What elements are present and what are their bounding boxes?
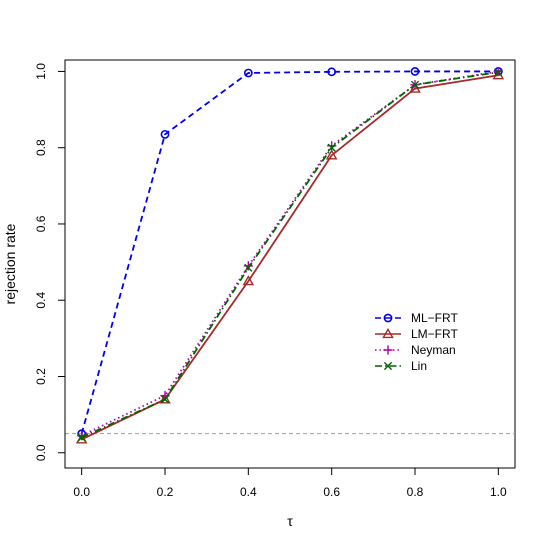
y-tick-label: 0.8 [34,139,48,156]
data-point [327,143,336,152]
series-line [80,70,499,434]
x-tick-label: 0.4 [240,485,257,499]
legend-item: ML−FRT [375,311,458,325]
legend-label: ML−FRT [411,311,458,325]
data-point [494,68,503,77]
series-layer [75,66,505,444]
y-tick-label: 0.4 [34,292,48,309]
data-point [160,395,170,404]
series-1 [75,69,505,444]
legend-marker [383,313,393,323]
data-point [410,80,420,89]
data-point [325,149,338,160]
x-tick-label: 0.8 [407,485,424,499]
legend-item: Lin [375,359,427,373]
data-point [327,67,337,77]
x-axis-title: τ [287,513,293,529]
series-3 [77,68,503,442]
series-line [81,70,499,437]
y-tick-label: 0.2 [34,368,48,385]
legend-label: Neyman [411,343,456,357]
data-point [243,261,253,271]
x-tick-label: 0.0 [73,485,90,499]
legend: ML−FRT LM−FRT Neyman Lin [375,311,458,373]
legend-label: Lin [411,359,427,373]
axes-layer: 0.0 0.2 0.4 0.6 0.8 1.0 0.0 0.2 0.4 0.6 0.8 1.0 [34,63,507,499]
legend-marker [382,327,394,339]
plot-frame [64,59,516,469]
data-point [410,67,420,76]
y-axis-title: rejection rate [2,223,18,304]
x-tick-label: 0.6 [323,485,340,499]
data-point [244,263,253,272]
series-0 [77,67,503,439]
legend-item: LM−FRT [375,327,458,341]
data-point [160,129,170,139]
data-point [243,68,253,78]
series-line [81,74,499,441]
series-2 [77,66,503,441]
legend-marker [383,345,393,355]
x-tick-label: 0.2 [157,485,174,499]
data-point [242,275,255,286]
data-point [159,393,171,404]
y-tick-label: 0.6 [34,215,48,232]
data-point [77,433,86,442]
legend-label: LM−FRT [411,327,458,341]
legend-marker [383,361,393,371]
legend-items: ML−FRT LM−FRT Neyman Lin [375,311,458,373]
y-tick-label: 0.0 [34,444,48,461]
x-tick-label: 1.0 [490,485,507,499]
legend-item: Neyman [375,343,456,357]
y-tick-label: 1.0 [34,63,48,80]
series-line [81,71,499,439]
